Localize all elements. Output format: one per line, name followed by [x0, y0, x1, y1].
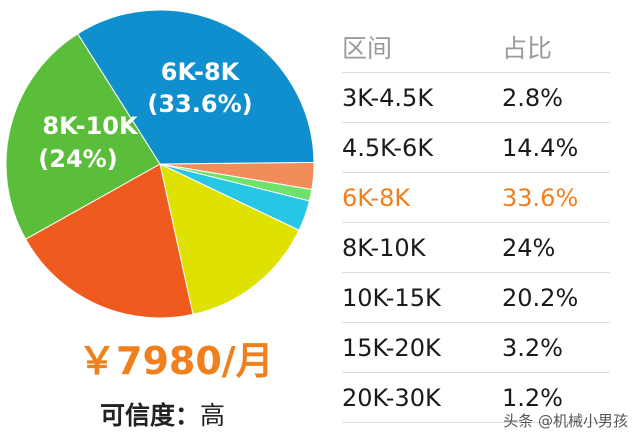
table-body: 3K-4.5K 2.8% 4.5K-6K 14.4% 6K-8K 33.6% 8K-10K 2…	[342, 73, 610, 423]
table-row: 15K-20K 3.2%	[342, 323, 610, 373]
table-row: 6K-8K 33.6%	[342, 173, 610, 223]
table-header: 区间 占比	[342, 22, 610, 73]
table-row: 4.5K-6K 14.4%	[342, 123, 610, 173]
pie-slice-4.5k-6k	[159, 163, 300, 316]
slice-label: 6K-8K	[161, 58, 241, 86]
range-cell: 20K-30K	[342, 383, 441, 412]
range-cell: 10K-15K	[342, 283, 441, 312]
confidence: 可信度：高	[100, 396, 225, 432]
watermark: 头条 @机械小男孩	[503, 412, 628, 430]
range-cell: 3K-4.5K	[342, 83, 434, 112]
pie-slice-8k-10k	[5, 33, 161, 240]
share-cell: 24%	[502, 233, 556, 262]
distribution-table: 区间 占比 3K-4.5K 2.8% 4.5K-6K 14.4% 6K-8K 33.6% 8…	[342, 22, 610, 423]
average-salary: ￥7980/月	[78, 339, 274, 383]
table-row: 20K-30K 1.2%	[342, 373, 610, 423]
table-row: 3K-4.5K 2.8%	[342, 73, 610, 123]
pie-slice-6k-8k	[77, 9, 315, 165]
range-cell: 8K-10K	[342, 233, 426, 262]
header-share: 占比	[502, 34, 553, 63]
table-row: 8K-10K 24%	[342, 223, 610, 273]
pie-slice-10k-15k	[24, 163, 194, 319]
header-range: 区间	[342, 34, 393, 63]
share-cell: 2.8%	[502, 83, 563, 112]
range-cell: 15K-20K	[342, 333, 441, 362]
range-cell: 4.5K-6K	[342, 133, 434, 162]
share-cell: 3.2%	[502, 333, 563, 362]
range-cell: 6K-8K	[342, 183, 411, 212]
confidence-value: 高	[200, 401, 226, 430]
pie-svg: 6K-8K (33.6%) 8K-10K (24%)	[5, 9, 315, 319]
slice-label: (33.6%)	[147, 90, 252, 118]
share-cell: 1.2%	[502, 383, 563, 412]
pie-chart: 6K-8K (33.6%) 8K-10K (24%)	[0, 0, 330, 330]
share-cell: 14.4%	[502, 133, 579, 162]
share-cell: 20.2%	[502, 283, 579, 312]
slice-label: (24%)	[38, 145, 117, 173]
share-cell: 33.6%	[502, 183, 579, 212]
confidence-label: 可信度：	[100, 401, 201, 430]
table-row: 10K-15K 20.2%	[342, 273, 610, 323]
slice-label: 8K-10K	[42, 112, 139, 140]
